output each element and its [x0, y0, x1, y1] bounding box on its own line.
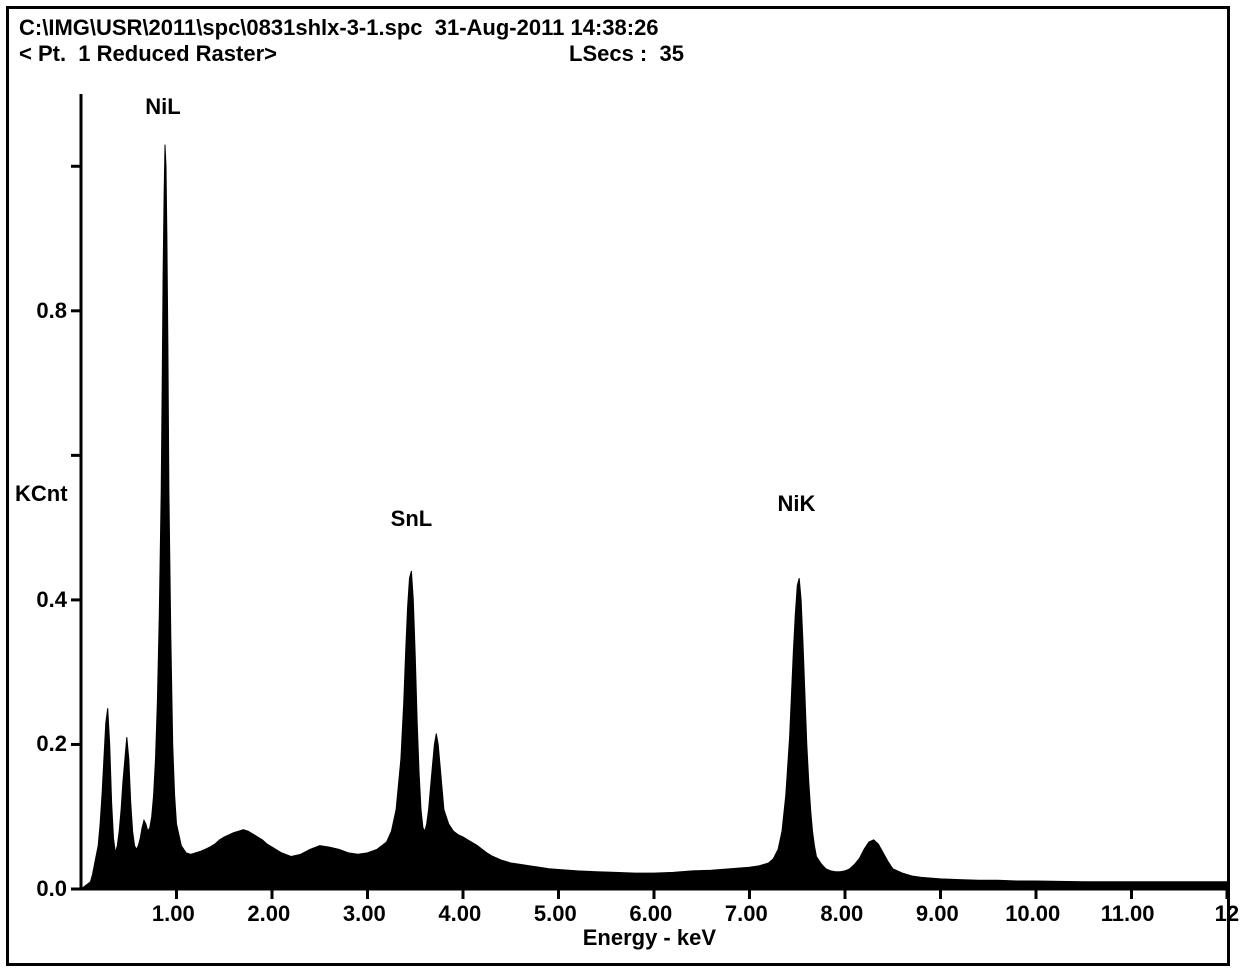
x-tick-label: 4.00: [438, 901, 481, 927]
x-tick-label: 5.00: [534, 901, 577, 927]
spectrum-plot: [9, 9, 1227, 963]
x-tick-label: 8.00: [820, 901, 863, 927]
x-tick-label: 9.00: [916, 901, 959, 927]
peak-label: NiK: [777, 491, 815, 517]
y-tick-label: 0.8: [13, 298, 67, 324]
y-tick-label: 0.4: [13, 587, 67, 613]
x-tick-label: 3.00: [343, 901, 386, 927]
y-axis-title: KCnt: [15, 481, 68, 507]
peak-label: NiL: [145, 94, 180, 120]
y-tick-label: 0.2: [13, 731, 67, 757]
x-tick-label: 6.00: [629, 901, 672, 927]
y-tick-label: 0.0: [13, 876, 67, 902]
x-tick-label: 1.00: [152, 901, 195, 927]
peak-label: SnL: [391, 506, 433, 532]
x-tick-label: 10.00: [1005, 901, 1060, 927]
x-axis-title: Energy - keV: [583, 925, 716, 951]
x-tick-label: 2.00: [247, 901, 290, 927]
x-tick-label: 12: [1215, 901, 1239, 927]
chart-frame: C:\IMG\USR\2011\spc\0831shlx-3-1.spc 31-…: [6, 6, 1230, 966]
x-tick-label: 11.00: [1101, 901, 1155, 927]
x-tick-label: 7.00: [725, 901, 768, 927]
